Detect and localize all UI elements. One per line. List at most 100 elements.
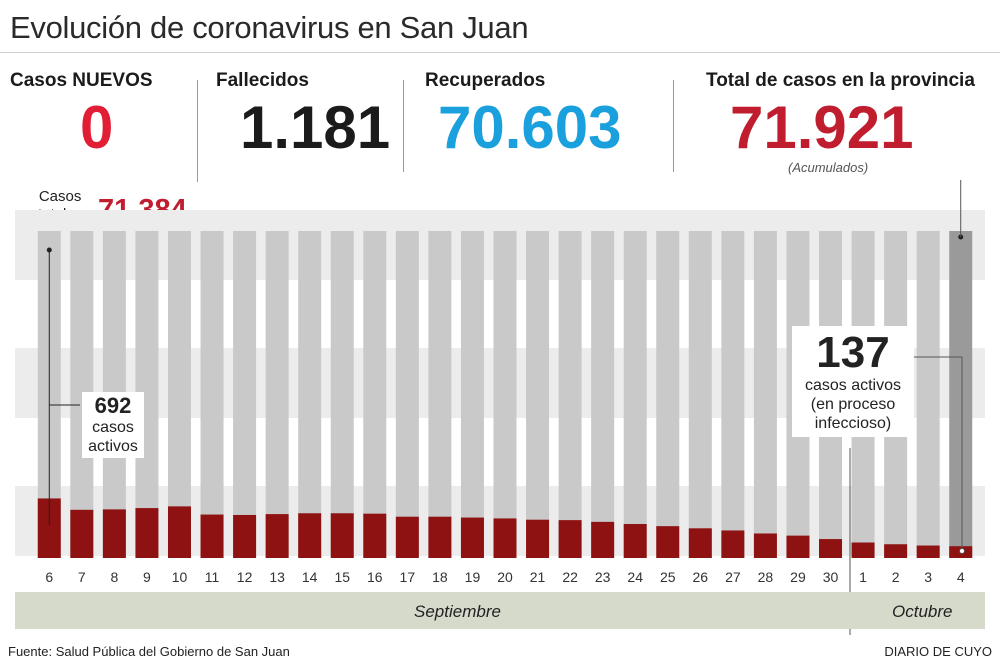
bar-active [37,498,61,558]
bar-active [265,514,289,558]
annotation-end-line1: casos activos [804,377,902,394]
x-tick-label: 4 [957,569,965,585]
bar-active [623,524,647,558]
x-tick-label: 2 [892,569,900,585]
bar-active [167,506,191,558]
bar-total [70,231,94,558]
stat-divider-1 [197,80,198,182]
x-tick-label: 14 [302,569,318,585]
bar-total [623,231,647,558]
x-tick-label: 17 [400,569,416,585]
bar-active [460,517,484,558]
x-tick-label: 28 [758,569,774,585]
bar-active [298,513,322,558]
bar-active [884,544,908,558]
x-tick-label: 10 [172,569,188,585]
bar-total [688,231,712,558]
month-september: Septiembre [414,602,501,621]
bar-active [688,528,712,558]
leader-dot-start [46,247,52,253]
x-tick-label: 24 [627,569,643,585]
recuperados-value: 70.603 [438,94,622,161]
bar-active [558,520,582,558]
bar-active [493,518,517,558]
bar-total [395,231,419,558]
annotation-start-line2: activos [88,438,138,455]
bar-total [460,231,484,558]
bar-total [233,231,257,558]
bar-total [167,231,191,558]
bar-active [851,542,875,558]
bar-total [656,231,680,558]
bar-total [591,231,615,558]
month-october: Octubre [892,602,953,621]
x-tick-label: 7 [78,569,86,585]
bar-total [949,231,973,558]
x-tick-label: 11 [205,569,220,585]
nuevos-label: Casos NUEVOS [10,70,153,91]
x-tick-label: 30 [823,569,839,585]
bar-total [916,231,940,558]
bar-total [721,231,745,558]
x-tick-label: 22 [562,569,578,585]
recuperados-label: Recuperados [425,70,546,91]
fallecidos-value: 1.181 [240,94,391,161]
x-tick-label: 16 [367,569,383,585]
source-note: Fuente: Salud Pública del Gobierno de Sa… [8,644,290,659]
x-tick-label: 9 [143,569,151,585]
bar-total [428,231,452,558]
x-tick-label: 29 [790,569,806,585]
x-tick-label: 12 [237,569,253,585]
x-tick-label: 8 [110,569,118,585]
total-note: (Acumulados) [788,160,869,175]
x-tick-label: 26 [693,569,709,585]
bar-active [786,535,810,558]
bar-active [916,545,940,558]
bar-total [135,231,159,558]
annotation-start-number: 692 [94,393,132,418]
leader-dot-end [959,548,965,554]
x-tick-label: 19 [465,569,481,585]
bar-active [819,539,843,558]
bar-active [200,514,224,558]
annotation-end-line2: (en proceso [810,396,896,413]
bar-active [395,516,419,558]
bar-active [330,513,354,558]
bar-active [135,508,159,558]
bar-active [656,526,680,558]
total-value: 71.921 [730,94,914,161]
bar-total [493,231,517,558]
annotation-end-number: 137 [816,328,890,377]
annotation-end: 137 casos activos (en proceso infeccioso… [792,326,914,437]
bar-total [363,231,387,558]
bar-total [330,231,354,558]
brand-credit: DIARIO DE CUYO [884,644,992,659]
x-tick-label: 18 [432,569,448,585]
bar-active [721,530,745,558]
x-tick-label: 21 [530,569,546,585]
bar-active [753,533,777,558]
title-divider [0,52,1000,53]
x-tick-label: 27 [725,569,741,585]
bar-active [526,519,550,558]
x-tick-label: 23 [595,569,611,585]
stat-divider-2 [403,80,404,172]
bar-active [363,513,387,558]
total-label: Total de casos en la provincia [706,70,975,91]
fallecidos-label: Fallecidos [216,70,309,91]
bar-active [102,509,126,558]
bar-active [233,514,257,558]
bar-active [428,516,452,558]
bar-total [298,231,322,558]
x-tick-label: 15 [334,569,350,585]
x-tick-label: 6 [45,569,53,585]
x-tick-label: 1 [859,569,867,585]
x-tick-label: 20 [497,569,513,585]
x-tick-label: 3 [924,569,932,585]
annotation-start-line1: casos [92,419,134,436]
casos-totales-line1: Casos [38,188,82,205]
bar-total [265,231,289,558]
bar-total [558,231,582,558]
bar-total [753,231,777,558]
